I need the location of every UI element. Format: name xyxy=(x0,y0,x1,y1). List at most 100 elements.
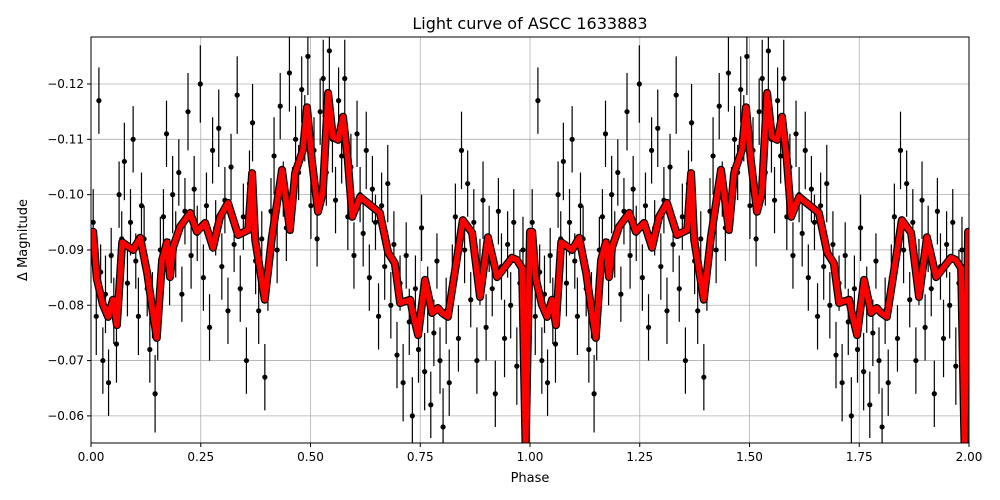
data-point xyxy=(188,252,194,259)
chart-title: Light curve of ASCC 1633883 xyxy=(412,14,647,33)
data-point xyxy=(759,75,765,82)
data-point xyxy=(505,241,511,248)
y-tick-label: −0.11 xyxy=(47,132,84,146)
data-point xyxy=(403,252,409,259)
data-point xyxy=(113,341,120,347)
data-point xyxy=(489,286,495,292)
data-point xyxy=(879,424,885,430)
data-point xyxy=(100,357,106,364)
data-point xyxy=(400,380,406,386)
data-point xyxy=(615,169,621,176)
data-point xyxy=(455,335,462,342)
data-point xyxy=(96,98,102,104)
data-point xyxy=(824,180,830,187)
data-point xyxy=(808,186,814,192)
x-tick-label: 1.50 xyxy=(736,450,763,464)
data-point xyxy=(854,346,861,353)
data-point xyxy=(418,225,425,231)
data-point xyxy=(385,180,391,187)
data-point xyxy=(320,75,326,82)
data-point xyxy=(135,313,142,319)
data-point xyxy=(379,203,385,209)
data-point xyxy=(839,380,845,386)
data-point xyxy=(465,180,471,187)
data-point xyxy=(237,286,243,292)
data-point xyxy=(744,53,750,59)
data-point xyxy=(317,109,323,115)
data-point xyxy=(778,153,784,159)
data-point xyxy=(713,247,719,253)
data-point xyxy=(249,120,256,126)
data-point xyxy=(630,186,636,192)
data-point xyxy=(599,214,606,220)
data-point xyxy=(206,324,213,330)
data-point xyxy=(124,280,131,286)
data-point xyxy=(547,252,553,259)
data-point xyxy=(577,203,584,209)
data-point xyxy=(138,203,145,209)
data-point xyxy=(818,203,824,209)
data-point xyxy=(375,313,382,319)
data-point xyxy=(529,219,535,225)
data-point xyxy=(870,330,876,336)
data-point xyxy=(639,275,645,281)
data-point xyxy=(695,308,701,314)
data-point xyxy=(793,131,799,137)
data-point xyxy=(372,219,379,225)
data-point xyxy=(544,380,551,386)
data-point xyxy=(191,186,197,192)
data-point xyxy=(861,369,867,375)
data-point xyxy=(163,131,170,137)
data-point xyxy=(363,147,369,153)
data-point xyxy=(802,147,808,153)
data-point xyxy=(259,236,265,242)
data-point xyxy=(369,186,375,192)
data-point xyxy=(848,413,854,419)
data-point xyxy=(200,275,206,281)
data-point xyxy=(197,81,203,87)
data-point xyxy=(391,241,397,248)
y-tick-label: −0.08 xyxy=(47,298,84,312)
data-point xyxy=(774,98,781,104)
data-point xyxy=(366,275,372,281)
data-point xyxy=(483,324,489,330)
data-point xyxy=(710,153,716,159)
data-point xyxy=(771,197,778,203)
data-point xyxy=(658,263,664,270)
x-tick-label: 1.00 xyxy=(517,450,544,464)
y-axis-label: Δ Magnitude xyxy=(16,199,31,281)
binned-curve-line xyxy=(91,90,969,443)
data-point xyxy=(532,313,538,319)
data-point xyxy=(679,214,685,220)
data-point xyxy=(940,335,947,342)
data-point xyxy=(501,335,508,342)
data-point xyxy=(461,247,468,253)
data-point xyxy=(891,214,897,220)
data-point xyxy=(867,402,873,408)
data-point xyxy=(234,92,240,98)
data-point xyxy=(624,109,630,115)
data-point xyxy=(203,203,210,209)
data-point xyxy=(480,197,486,203)
data-point xyxy=(339,153,345,159)
data-point xyxy=(586,346,592,353)
data-point xyxy=(904,180,910,187)
data-point xyxy=(747,203,753,209)
x-tick-label: 0.25 xyxy=(187,450,214,464)
data-point xyxy=(555,192,561,198)
data-point xyxy=(738,86,744,93)
data-point xyxy=(698,236,704,242)
data-point xyxy=(219,263,225,270)
data-point xyxy=(508,302,514,308)
data-point xyxy=(913,357,919,364)
data-point xyxy=(688,120,695,126)
data-point xyxy=(655,125,661,131)
data-point xyxy=(821,263,827,270)
data-point xyxy=(602,131,609,137)
data-point xyxy=(256,308,262,314)
data-point xyxy=(910,219,916,225)
data-point xyxy=(566,219,573,225)
data-point xyxy=(108,252,114,259)
data-point xyxy=(753,236,759,242)
